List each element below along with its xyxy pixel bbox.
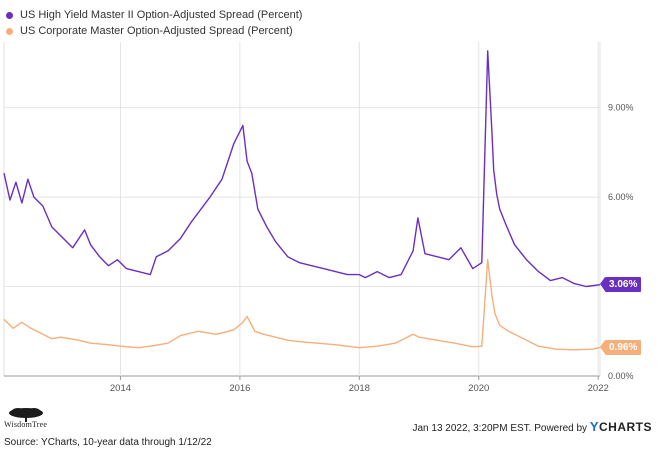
legend-item-corporate: US Corporate Master Option-Adjusted Spre…: [6, 23, 302, 39]
end-value-badge-high-yield: 3.06%: [599, 277, 642, 293]
timestamp-text: Jan 13 2022, 3:20PM EST. Powered by: [412, 423, 588, 434]
legend-label-corporate: US Corporate Master Option-Adjusted Spre…: [20, 25, 293, 37]
y-tick-label: 9.00%: [608, 103, 634, 113]
ycharts-logo: YCHARTS: [589, 419, 652, 434]
chart-legend: US High Yield Master II Option-Adjusted …: [6, 7, 302, 39]
legend-swatch-corporate: [6, 27, 13, 35]
series-lines: [3, 50, 601, 351]
x-tick-label: 2022: [588, 383, 609, 394]
x-tick-label: 2020: [468, 383, 489, 394]
legend-swatch-high-yield: [6, 11, 13, 19]
wisdomtree-logo-text: WisdomTree: [4, 420, 48, 429]
x-tick-label: 2016: [229, 383, 250, 394]
y-tick-label: 0.00%: [608, 371, 634, 381]
series-line-high-yield: [3, 50, 601, 288]
series-line-corporate: [3, 259, 601, 351]
chart-timestamp: Jan 13 2022, 3:20PM EST. Powered by YCHA…: [412, 419, 652, 434]
end-value-badge-corporate: 0.96%: [599, 339, 642, 355]
wisdomtree-tree-logo: [9, 408, 43, 422]
grid-lines: [3, 42, 601, 377]
source-note: Source: YCharts, 10-year data through 1/…: [4, 437, 212, 448]
x-tick-label: 2018: [349, 383, 370, 394]
x-tick-label: 2014: [110, 383, 131, 394]
legend-label-high-yield: US High Yield Master II Option-Adjusted …: [20, 9, 303, 21]
legend-item-high-yield: US High Yield Master II Option-Adjusted …: [6, 7, 302, 23]
y-tick-label: 6.00%: [608, 192, 634, 202]
